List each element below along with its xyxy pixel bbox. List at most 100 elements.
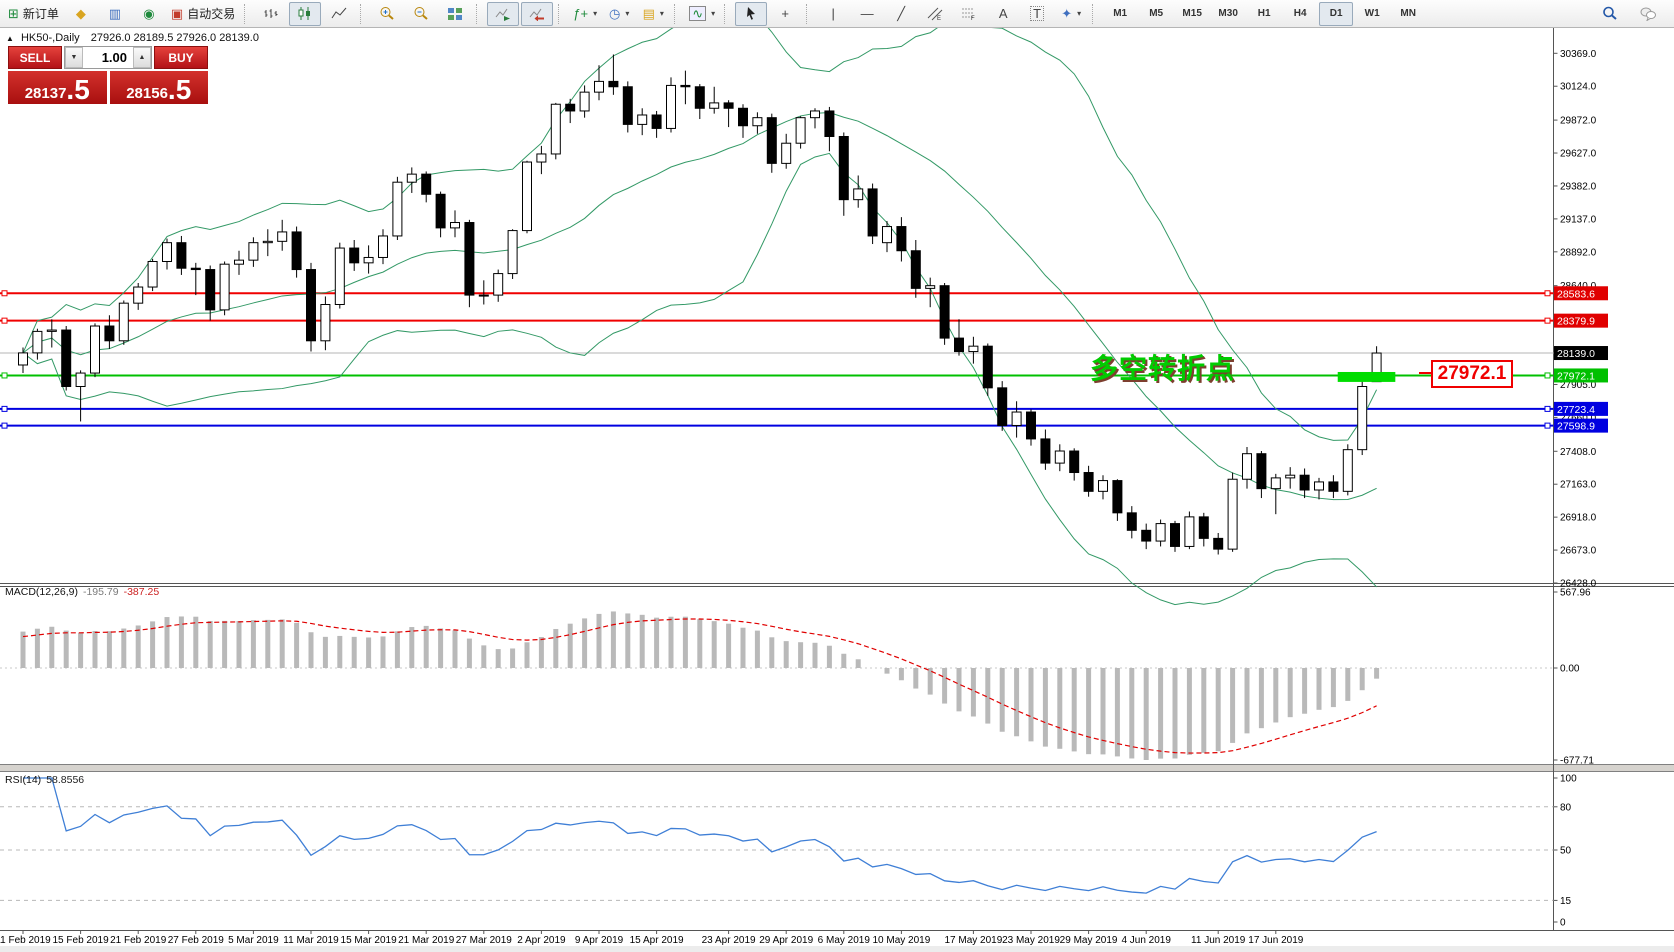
timeframe-m30-button[interactable]: M30 <box>1218 8 1238 19</box>
volume-stepper: ▼ ▲ <box>64 46 152 69</box>
auto-scroll-button[interactable] <box>487 1 520 26</box>
svg-text:21 Mar 2019: 21 Mar 2019 <box>398 935 455 946</box>
zoom-in-button[interactable] <box>371 2 403 26</box>
line-chart-button[interactable] <box>323 2 355 26</box>
candles-layer <box>18 54 1382 555</box>
svg-text:-677.71: -677.71 <box>1560 756 1594 767</box>
turning-point-annotation[interactable]: 多空转折点 <box>1090 353 1236 384</box>
sell-price-dec: .5 <box>66 74 90 105</box>
timeframe-mn-button[interactable]: MN <box>1400 8 1416 19</box>
buy-button[interactable]: BUY <box>154 46 208 69</box>
indicator-list-icon: ∿ <box>689 6 707 21</box>
svg-text:27905.0: 27905.0 <box>1560 380 1597 391</box>
cursor-button[interactable] <box>735 1 768 26</box>
crosshair-button[interactable]: + <box>769 2 801 26</box>
sell-price-int: 28137 <box>24 85 67 102</box>
zoom-in-icon <box>380 7 394 20</box>
dropdown-caret-icon: ▾ <box>1077 9 1082 18</box>
chat-button[interactable] <box>1632 2 1664 26</box>
macd-name: MACD(12,26,9) <box>5 586 78 598</box>
arrows-tool-button[interactable]: ✦ ▾ <box>1055 2 1087 26</box>
tile-windows-button[interactable] <box>439 2 471 26</box>
price-callout-handle[interactable] <box>1419 372 1431 374</box>
candlestick-chart-button[interactable] <box>289 1 322 26</box>
toolbar-separator <box>806 3 812 24</box>
auto-trading-button[interactable]: ▣ 自动交易 <box>167 2 239 26</box>
svg-text:27408.0: 27408.0 <box>1560 447 1597 458</box>
timeframe-d1-button[interactable]: D1 <box>1319 1 1354 26</box>
equidistant-channel-button[interactable]: E <box>919 2 951 26</box>
timeframe-h1-button[interactable]: H1 <box>1257 8 1271 19</box>
svg-text:15: 15 <box>1560 896 1572 907</box>
volume-input[interactable] <box>83 47 133 68</box>
svg-text:30369.0: 30369.0 <box>1560 49 1597 60</box>
crosshair-icon: + <box>781 6 789 21</box>
svg-text:10 May 2019: 10 May 2019 <box>872 935 930 946</box>
buy-price-int: 28156 <box>126 85 168 102</box>
indicators-button[interactable]: ƒ+ ▾ <box>569 2 601 26</box>
svg-text:21 Feb 2019: 21 Feb 2019 <box>110 935 167 946</box>
templates-button[interactable]: ▤ ▾ <box>637 2 669 26</box>
sell-price-display[interactable]: 28137 .5 <box>8 71 107 104</box>
buy-price-display[interactable]: 28156 .5 <box>109 71 208 105</box>
horizontal-line-button[interactable]: — <box>851 2 883 26</box>
terminal-icon: ▥ <box>108 6 122 21</box>
rsi-indicator-label: RSI(14) 58.8556 <box>5 774 84 786</box>
svg-text:27660.0: 27660.0 <box>1560 413 1597 424</box>
svg-text:4 Jun 2019: 4 Jun 2019 <box>1121 935 1171 946</box>
svg-text:80: 80 <box>1560 802 1572 813</box>
svg-text:11 Jun 2019: 11 Jun 2019 <box>1191 935 1246 946</box>
line-chart-icon <box>331 7 347 19</box>
volume-increase-button[interactable]: ▲ <box>133 47 151 68</box>
indicators-icon: ƒ+ <box>573 6 589 21</box>
chart-shift-button[interactable] <box>521 1 554 26</box>
timeframe-w1-button[interactable]: W1 <box>1364 8 1380 19</box>
svg-text:15 Mar 2019: 15 Mar 2019 <box>341 935 398 946</box>
text-tool-button[interactable]: A <box>987 2 1019 26</box>
indicator-list-button[interactable]: ∿ ▾ <box>685 2 719 26</box>
svg-text:26918.0: 26918.0 <box>1560 513 1597 524</box>
svg-text:29137.0: 29137.0 <box>1560 214 1597 225</box>
zoom-out-button[interactable] <box>405 2 437 26</box>
svg-text:29 Apr 2019: 29 Apr 2019 <box>759 935 813 946</box>
dropdown-caret-icon: ▾ <box>593 9 598 18</box>
new-order-button[interactable]: ⊞ 新订单 <box>4 2 63 26</box>
terminal-button[interactable]: ▥ <box>99 2 131 26</box>
trendline-icon: ╱ <box>897 6 906 21</box>
label-tool-button[interactable]: T <box>1021 2 1053 26</box>
svg-text:28379.9: 28379.9 <box>1557 316 1595 328</box>
svg-text:28583.6: 28583.6 <box>1557 288 1595 300</box>
svg-text:F: F <box>971 16 975 21</box>
macd-indicator-label: MACD(12,26,9) -195.79 -387.25 <box>5 586 159 598</box>
dropdown-caret-icon: ▾ <box>711 9 716 18</box>
svg-text:50: 50 <box>1560 846 1572 857</box>
new-order-icon: ⊞ <box>8 6 19 21</box>
toolbar-separator <box>724 3 730 24</box>
profile-button[interactable]: ◆ <box>65 2 97 26</box>
svg-text:29872.0: 29872.0 <box>1560 116 1597 127</box>
volume-decrease-button[interactable]: ▼ <box>65 47 83 68</box>
horizontal-line-icon: — <box>860 6 874 21</box>
timeframe-m5-button[interactable]: M5 <box>1149 8 1164 19</box>
trendline-button[interactable]: ╱ <box>885 2 917 26</box>
search-button[interactable] <box>1594 2 1626 26</box>
vertical-line-button[interactable]: | <box>817 2 849 26</box>
bar-chart-button[interactable] <box>255 2 287 26</box>
buy-price-dec: .5 <box>167 74 192 105</box>
fibonacci-button[interactable]: F <box>953 2 985 26</box>
signals-button[interactable]: ◉ <box>133 2 165 26</box>
timeframe-h4-button[interactable]: H4 <box>1293 8 1307 19</box>
equidistant-channel-icon: E <box>927 7 943 21</box>
sell-button[interactable]: SELL <box>8 46 62 69</box>
candlestick-chart-icon <box>298 7 311 20</box>
green-rectangle-annotation[interactable] <box>1337 371 1396 382</box>
price-callout-box[interactable]: 27972.1 <box>1431 360 1513 388</box>
timeframe-m15-button[interactable]: M15 <box>1182 8 1202 19</box>
svg-text:27972.1: 27972.1 <box>1557 370 1595 382</box>
periods-button[interactable]: ◷ ▾ <box>603 2 635 26</box>
price-axis: 30369.0 30124.0 29872.0 29627.0 29382.0 29137… <box>1553 49 1608 590</box>
timeframe-m1-button[interactable]: M1 <box>1113 8 1128 19</box>
svg-text:11 Feb 2019: 11 Feb 2019 <box>0 935 51 946</box>
svg-text:28139.0: 28139.0 <box>1557 348 1595 360</box>
